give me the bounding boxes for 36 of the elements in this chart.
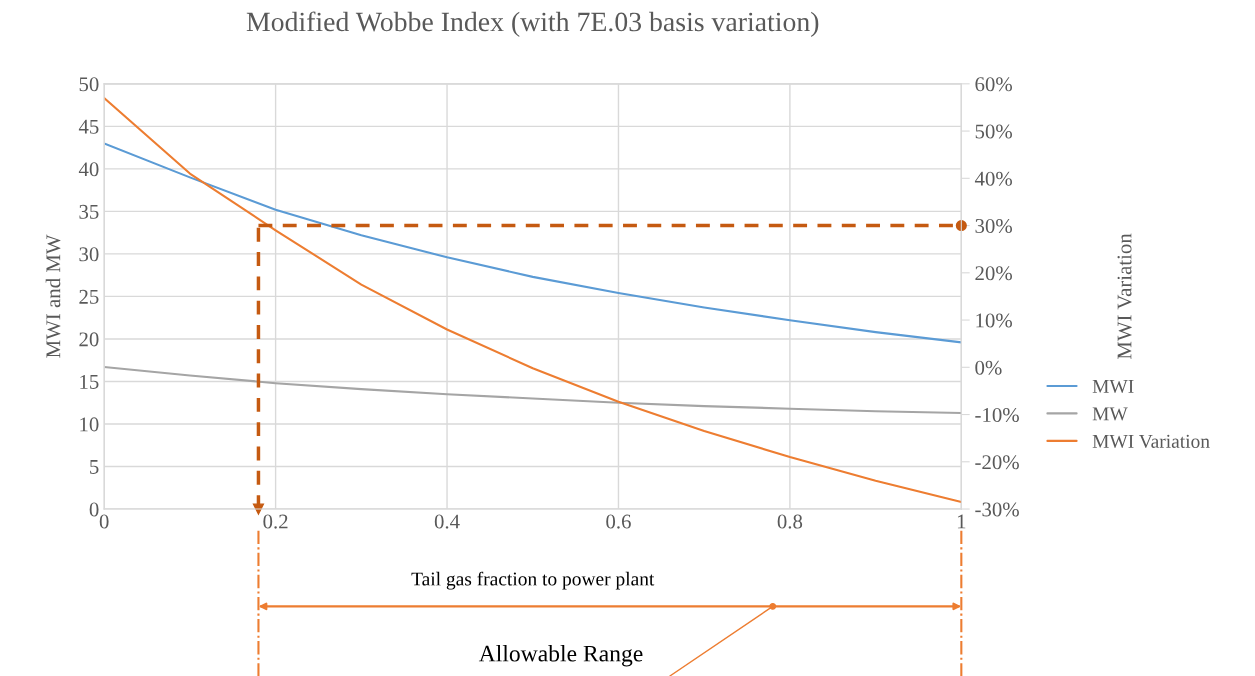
x-tick-label: 0.6 bbox=[606, 514, 631, 529]
y-tick-label: 5 bbox=[90, 460, 99, 474]
x-tick-label: 0.2 bbox=[263, 514, 288, 529]
y2-tick-label: 60% bbox=[975, 77, 1012, 92]
legend-label: MWI bbox=[1092, 380, 1134, 394]
y2-tick-label: 40% bbox=[974, 171, 1012, 186]
y2-tick-label: 50% bbox=[975, 124, 1012, 139]
y2-tick-label: 20% bbox=[975, 266, 1012, 281]
y-tick-label: 0 bbox=[89, 502, 99, 517]
x-tick-label: 0.8 bbox=[777, 514, 803, 529]
y-axis-title: MWI and MW bbox=[45, 234, 61, 358]
text: Allowable Range bbox=[478, 644, 643, 667]
chart-title: Modified Wobbe Index (with 7E.03 basis variation) bbox=[246, 11, 819, 37]
y-tick-label: 25 bbox=[79, 289, 99, 304]
y-tick-label: 45 bbox=[78, 119, 99, 134]
y-tick-label: 35 bbox=[79, 204, 99, 219]
y2-tick-label: -20% bbox=[975, 455, 1019, 470]
x-tick-label: 0 bbox=[99, 514, 109, 529]
y2-tick-label: 0% bbox=[975, 360, 1002, 375]
y-tick-label: 30 bbox=[79, 247, 99, 262]
y2-tick-label: 10% bbox=[976, 313, 1012, 328]
y2-tick-label: 30% bbox=[975, 218, 1012, 234]
y-tick-label: 20 bbox=[79, 332, 99, 347]
x-tick-label: 0.4 bbox=[434, 514, 460, 529]
line-series bbox=[104, 365, 962, 414]
y-tick-label: 15 bbox=[80, 374, 99, 389]
y-tick-label: 10 bbox=[80, 417, 99, 432]
legend-label: MW bbox=[1092, 407, 1128, 421]
x-axis-title: Tail gas fraction to power plant bbox=[411, 571, 655, 590]
legend-label: MWI Variation bbox=[1092, 434, 1210, 448]
y2-tick-label: -10% bbox=[975, 407, 1019, 423]
y-tick-label: 40 bbox=[78, 162, 99, 177]
y2-tick-label: -30% bbox=[975, 502, 1019, 517]
y2-axis-title: MWI Variation bbox=[1117, 233, 1132, 359]
y-tick-label: 50 bbox=[79, 77, 99, 92]
x-tick-label: 1 bbox=[957, 514, 966, 529]
